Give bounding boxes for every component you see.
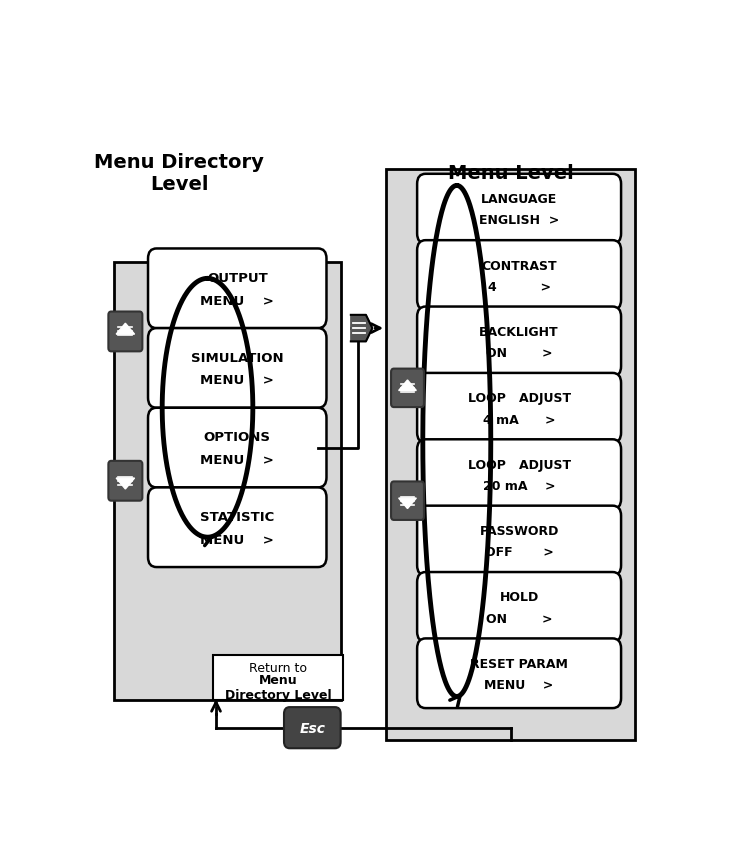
Text: Menu
Directory Level: Menu Directory Level (225, 673, 332, 702)
Text: MENU    >: MENU > (200, 294, 274, 307)
FancyBboxPatch shape (417, 573, 621, 642)
FancyBboxPatch shape (386, 170, 635, 740)
FancyBboxPatch shape (148, 488, 327, 567)
Text: OUTPUT: OUTPUT (207, 272, 268, 285)
Text: ENGLISH  >: ENGLISH > (479, 214, 559, 227)
FancyBboxPatch shape (108, 461, 143, 501)
Text: MENU    >: MENU > (200, 533, 274, 546)
Text: OPTIONS: OPTIONS (204, 431, 270, 444)
Polygon shape (398, 381, 417, 391)
Text: PASSWORD: PASSWORD (480, 524, 558, 537)
Text: LOOP   ADJUST: LOOP ADJUST (468, 458, 571, 471)
Text: 20 mA    >: 20 mA > (483, 480, 556, 492)
FancyBboxPatch shape (417, 241, 621, 311)
Text: HOLD: HOLD (499, 591, 539, 604)
Polygon shape (351, 315, 372, 342)
FancyBboxPatch shape (114, 263, 341, 700)
Text: 4 mA      >: 4 mA > (483, 413, 556, 426)
FancyBboxPatch shape (417, 639, 621, 709)
Text: LOOP   ADJUST: LOOP ADJUST (468, 392, 571, 405)
Polygon shape (116, 479, 135, 489)
Text: Esc: Esc (299, 721, 325, 734)
Text: Menu Directory
Level: Menu Directory Level (94, 152, 264, 194)
Text: MENU    >: MENU > (200, 454, 274, 467)
Text: 4          >: 4 > (488, 281, 550, 294)
Text: ON        >: ON > (486, 612, 553, 625)
Text: SIMULATION: SIMULATION (191, 351, 284, 364)
Text: RESET PARAM: RESET PARAM (470, 657, 568, 670)
Text: Return to: Return to (249, 661, 307, 674)
FancyBboxPatch shape (284, 707, 341, 748)
Text: STATISTIC: STATISTIC (200, 511, 274, 523)
FancyBboxPatch shape (391, 482, 424, 520)
Text: MENU    >: MENU > (200, 374, 274, 387)
FancyBboxPatch shape (148, 329, 327, 408)
Text: MENU    >: MENU > (485, 678, 553, 691)
FancyBboxPatch shape (417, 307, 621, 377)
Text: OFF       >: OFF > (485, 546, 553, 559)
Text: Menu Level: Menu Level (447, 164, 574, 183)
FancyBboxPatch shape (391, 369, 424, 407)
Polygon shape (116, 324, 135, 335)
Text: BACKLIGHT: BACKLIGHT (480, 325, 559, 338)
FancyBboxPatch shape (108, 313, 143, 352)
FancyBboxPatch shape (148, 408, 327, 488)
FancyBboxPatch shape (417, 506, 621, 576)
FancyBboxPatch shape (417, 175, 621, 245)
FancyBboxPatch shape (213, 655, 344, 700)
Text: CONTRAST: CONTRAST (481, 259, 557, 272)
FancyBboxPatch shape (417, 374, 621, 443)
FancyBboxPatch shape (148, 249, 327, 329)
Text: LANGUAGE: LANGUAGE (481, 193, 557, 206)
Text: ON        >: ON > (486, 347, 553, 360)
FancyBboxPatch shape (417, 440, 621, 510)
Polygon shape (398, 499, 417, 509)
